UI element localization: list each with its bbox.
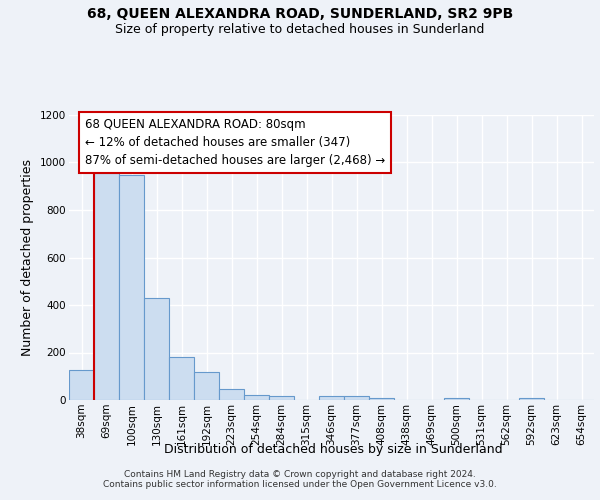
Bar (94, 173, 119, 400)
Text: 68 QUEEN ALEXANDRA ROAD: 80sqm
← 12% of detached houses are smaller (347)
87% of: 68 QUEEN ALEXANDRA ROAD: 80sqm ← 12% of … (85, 118, 385, 167)
Bar (519, 398, 544, 400)
Bar (219, 390, 244, 400)
Bar (244, 395, 269, 400)
Bar (194, 372, 219, 400)
Bar (444, 398, 469, 400)
Text: Contains HM Land Registry data © Crown copyright and database right 2024.
Contai: Contains HM Land Registry data © Crown c… (103, 470, 497, 489)
Bar (269, 396, 294, 400)
Bar (369, 398, 394, 400)
Y-axis label: Number of detached properties: Number of detached properties (22, 159, 34, 356)
Bar (69, 370, 94, 400)
Text: Size of property relative to detached houses in Sunderland: Size of property relative to detached ho… (115, 22, 485, 36)
Bar (144, 298, 169, 400)
Text: Distribution of detached houses by size in Sunderland: Distribution of detached houses by size … (164, 442, 502, 456)
Bar (344, 396, 369, 400)
Bar (119, 175, 144, 400)
Bar (319, 396, 344, 400)
Bar (169, 357, 194, 400)
Text: 68, QUEEN ALEXANDRA ROAD, SUNDERLAND, SR2 9PB: 68, QUEEN ALEXANDRA ROAD, SUNDERLAND, SR… (87, 8, 513, 22)
